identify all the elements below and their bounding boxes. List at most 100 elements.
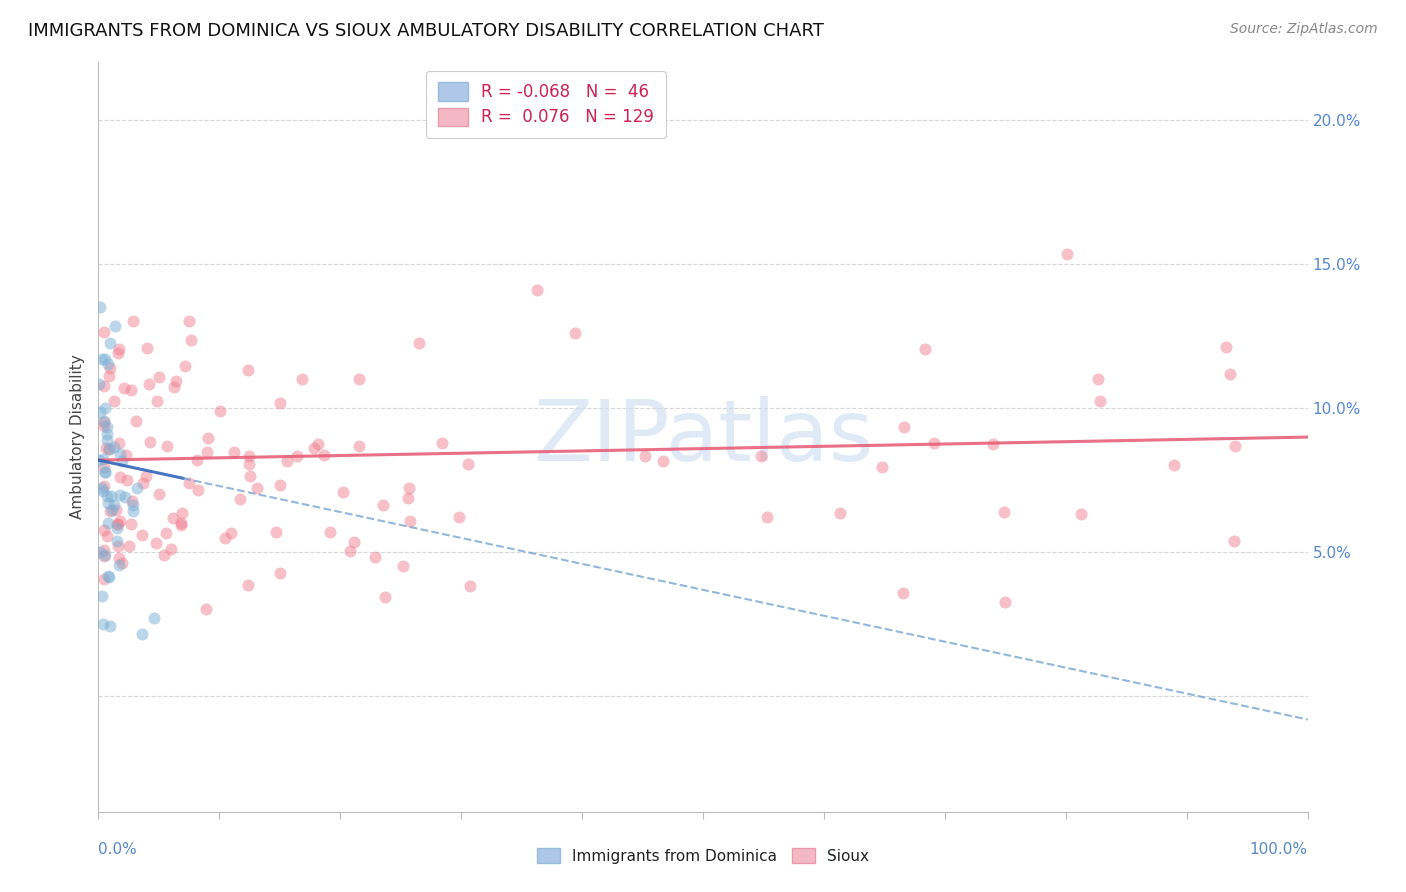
Point [107,436,129,450]
Point [98,504,121,518]
Point [115,473,138,487]
Point [89,405,111,419]
Point [93,459,115,474]
Point [269,396,291,410]
Point [162,510,184,524]
Point [170,516,193,530]
Text: 100.0%: 100.0% [1250,842,1308,857]
Point [131,627,153,641]
Point [105,521,128,535]
Point [89,453,111,467]
Point [110,488,132,502]
Point [98,368,121,383]
Point [304,441,326,455]
Point [98,619,121,633]
Point [173,359,195,373]
Point [219,526,242,541]
Point [107,516,129,531]
Point [94,465,117,479]
Point [276,454,298,468]
Point [96,529,118,543]
Text: ZIPatlas: ZIPatlas [533,395,873,479]
Point [238,457,260,471]
Point [93,401,115,416]
Point [238,449,260,463]
Point [318,524,340,539]
Point [111,557,134,571]
Point [1056,247,1078,261]
Point [159,541,181,556]
Point [103,440,125,454]
Point [756,509,779,524]
Point [94,465,117,479]
Point [87,377,110,392]
Point [89,301,111,315]
Point [115,448,138,462]
Point [98,360,121,375]
Point [114,491,136,505]
Point [127,481,149,495]
Point [172,506,194,520]
Legend: Immigrants from Dominica, Sioux: Immigrants from Dominica, Sioux [529,841,877,871]
Point [457,457,479,471]
Point [93,415,115,429]
Point [364,549,387,564]
Point [993,505,1015,519]
Point [97,516,120,530]
Point [97,496,120,510]
Point [526,283,548,297]
Point [93,483,115,498]
Point [339,544,361,558]
Point [107,346,129,360]
Point [652,454,675,468]
Point [155,525,177,540]
Point [269,478,291,492]
Point [108,343,131,357]
Point [634,449,657,463]
Point [170,517,193,532]
Point [228,492,250,507]
Point [187,483,209,497]
Point [142,611,165,625]
Point [165,374,187,388]
Point [93,325,115,339]
Point [112,381,135,395]
Point [922,436,945,450]
Point [91,451,114,466]
Point [398,481,420,495]
Point [98,336,121,351]
Point [246,481,269,495]
Point [145,536,167,550]
Point [139,435,162,450]
Text: Source: ZipAtlas.com: Source: ZipAtlas.com [1230,22,1378,37]
Point [146,393,169,408]
Point [891,586,914,600]
Point [107,539,129,553]
Point [105,534,128,549]
Point [108,550,131,565]
Point [125,414,148,428]
Point [108,514,131,528]
Point [236,578,259,592]
Point [104,318,127,333]
Point [121,493,143,508]
Point [391,559,413,574]
Point [97,442,120,457]
Point [1219,367,1241,381]
Point [285,449,308,463]
Point [195,445,218,459]
Point [373,498,395,512]
Point [153,548,176,562]
Point [118,539,141,553]
Point [1223,439,1246,453]
Point [105,517,128,532]
Point [105,503,128,517]
Point [981,437,1004,451]
Point [332,484,354,499]
Point [98,569,121,583]
Point [307,437,329,451]
Point [93,543,115,558]
Point [994,595,1017,609]
Point [91,616,114,631]
Point [870,459,893,474]
